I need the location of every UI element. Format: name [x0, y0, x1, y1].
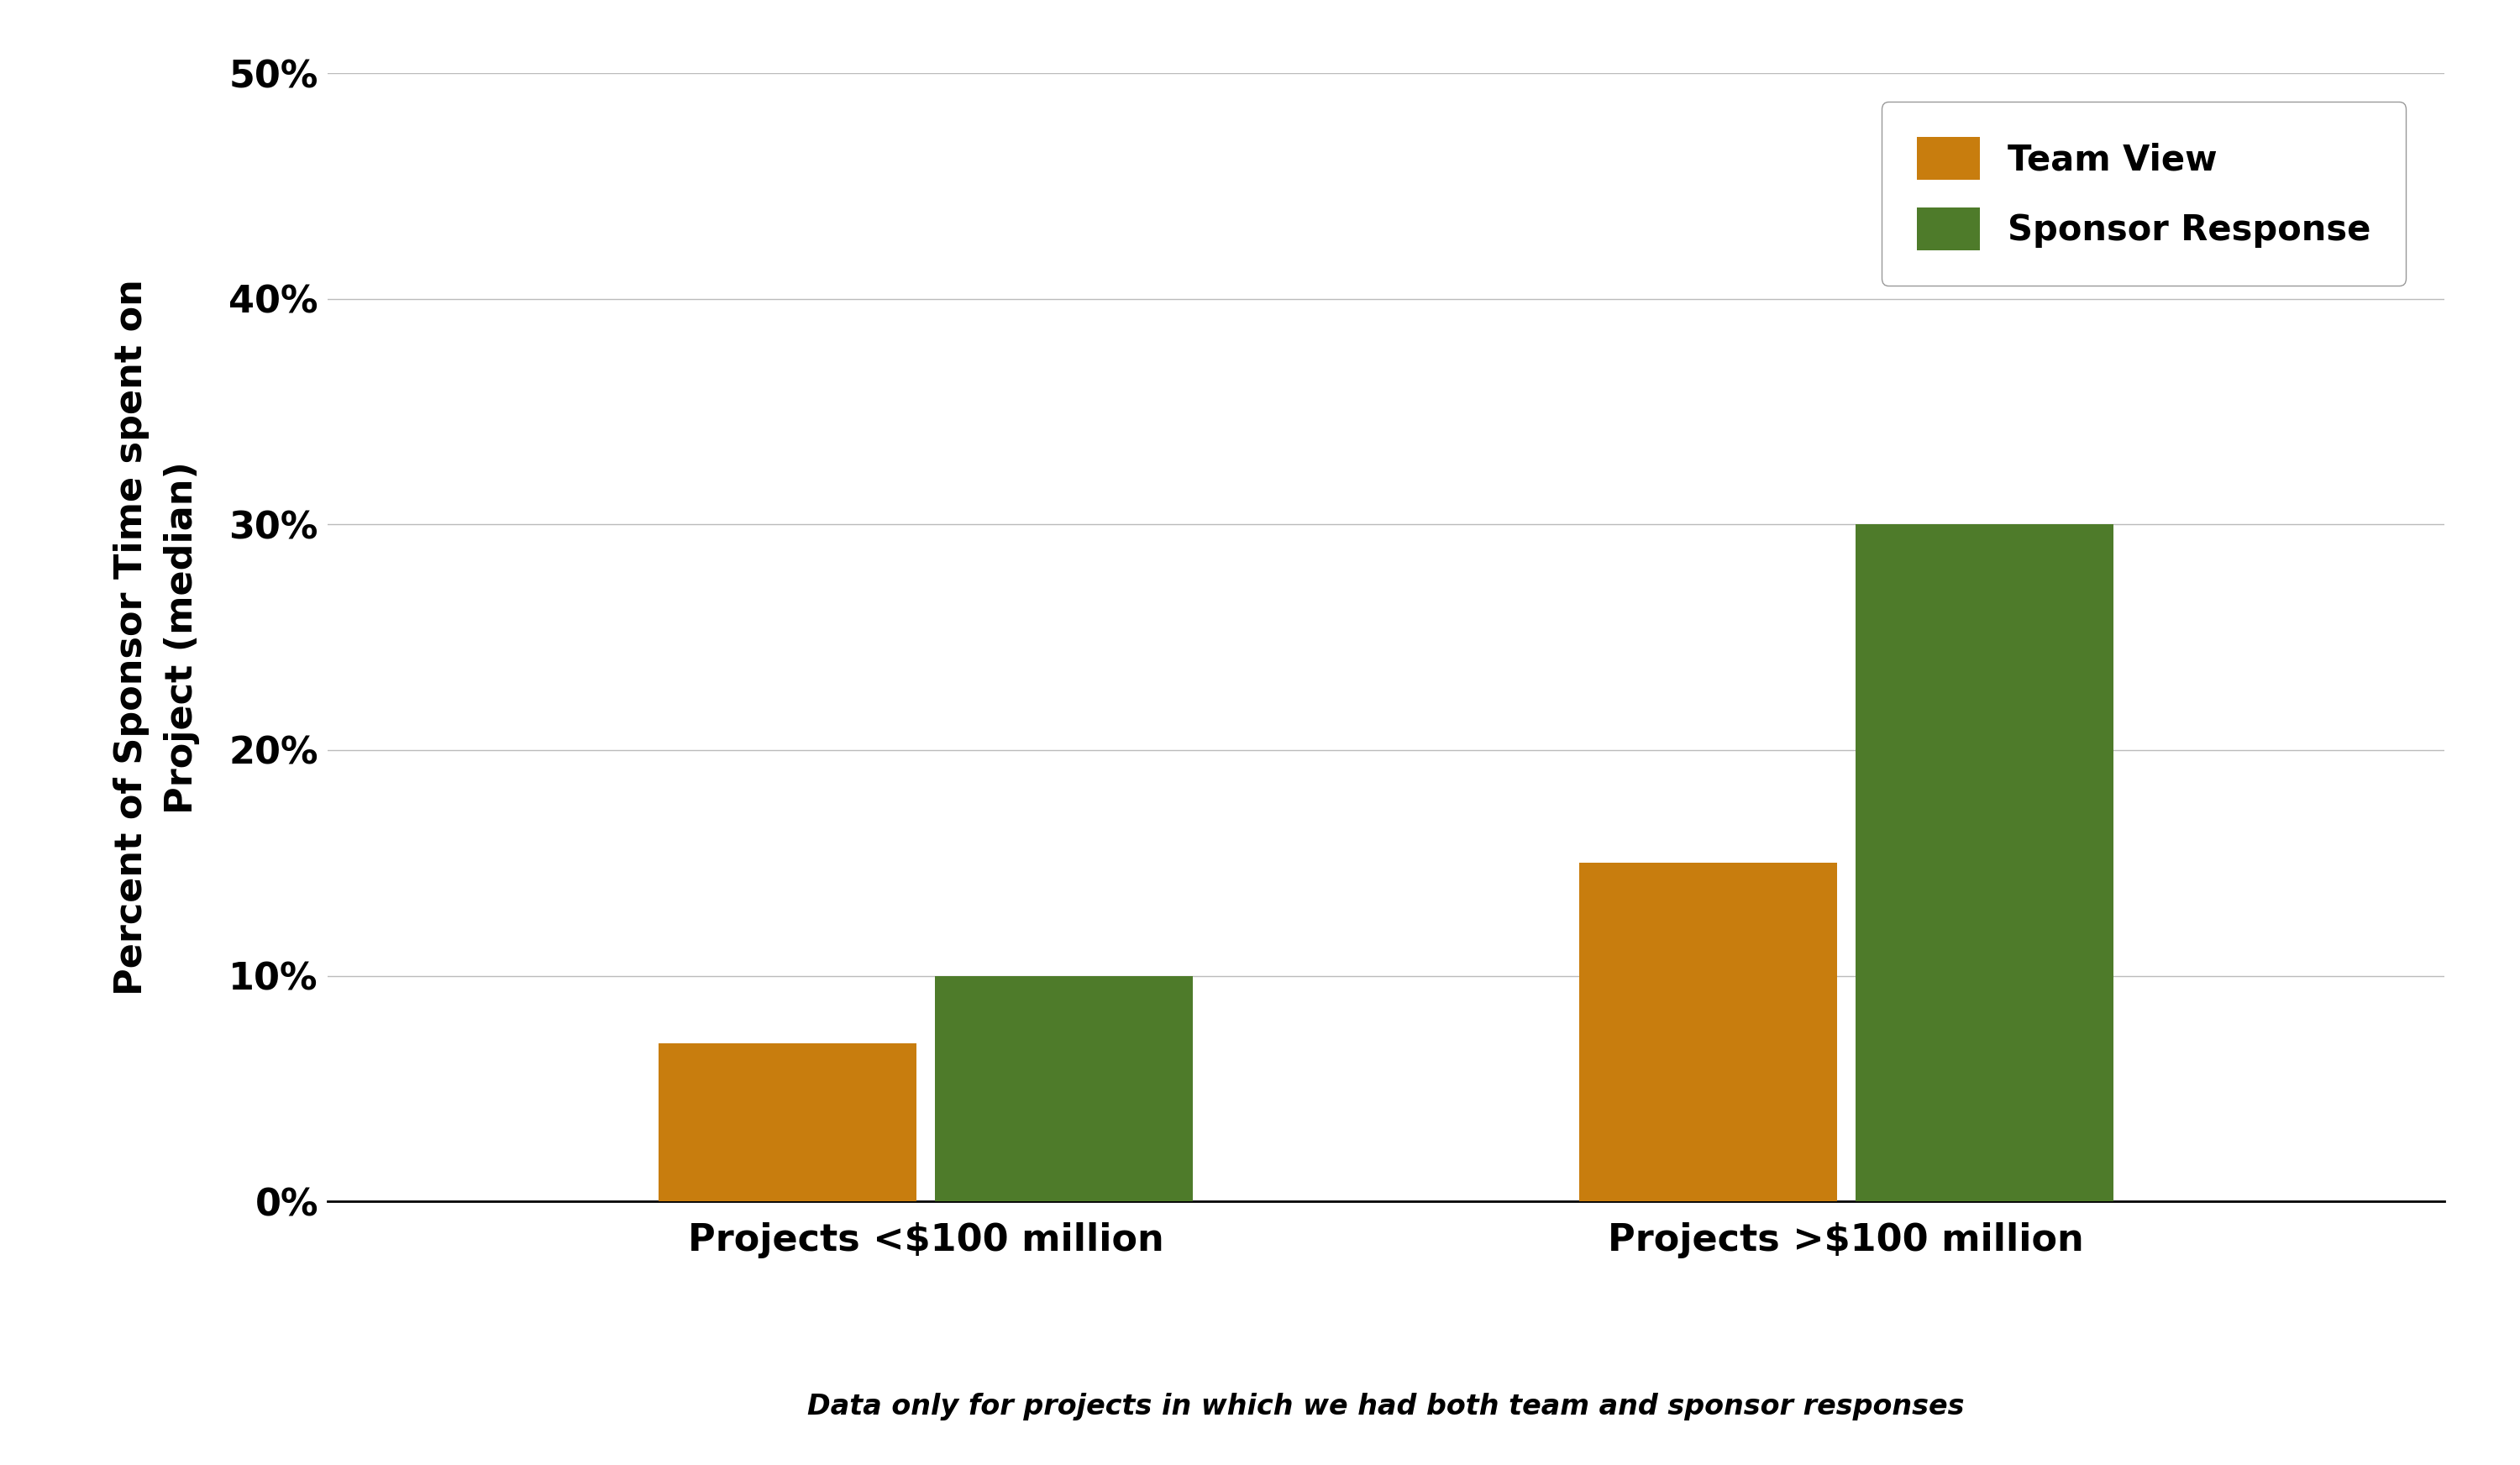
Legend: Team View, Sponsor Response: Team View, Sponsor Response — [1882, 103, 2407, 286]
Bar — [658, 1043, 917, 1201]
Bar — [935, 976, 1192, 1201]
Text: Data only for projects in which we had both team and sponsor responses: Data only for projects in which we had b… — [806, 1393, 1966, 1420]
Bar — [1855, 524, 2114, 1201]
Y-axis label: Percent of Sponsor Time spent on
Project (median): Percent of Sponsor Time spent on Project… — [113, 278, 199, 996]
Bar — [1580, 863, 1837, 1201]
